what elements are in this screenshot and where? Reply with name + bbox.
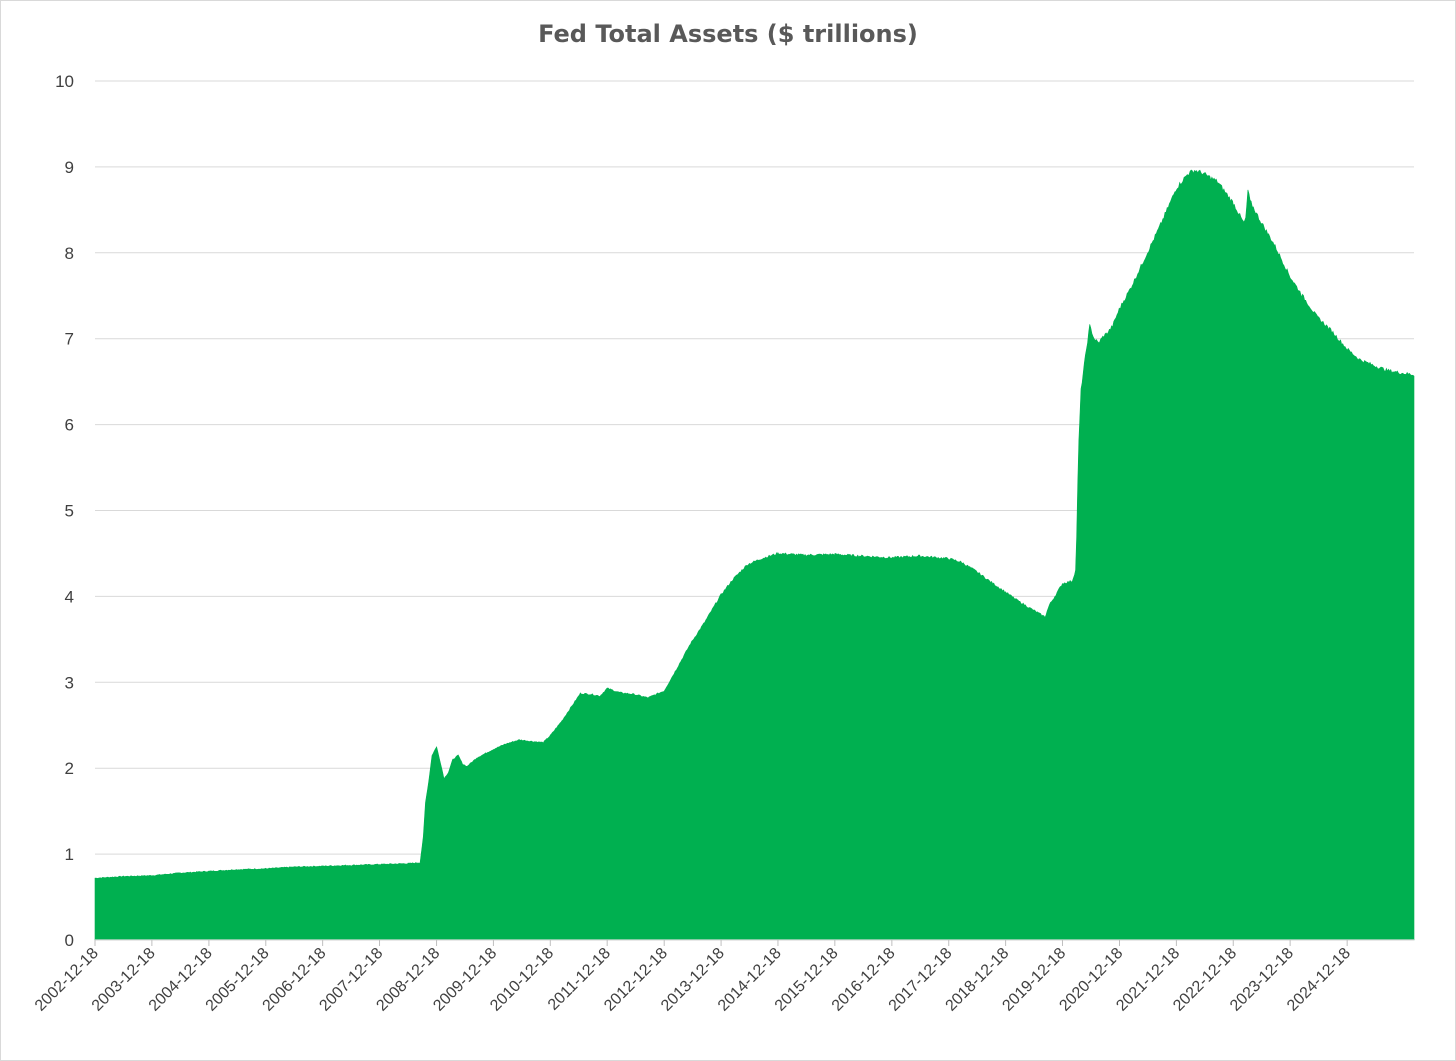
y-tick-label: 9 — [65, 158, 74, 177]
y-tick-label: 4 — [65, 587, 74, 606]
y-tick-label: 5 — [65, 502, 74, 521]
y-tick-label: 2 — [65, 759, 74, 778]
area-fill — [94, 169, 1415, 941]
y-tick-label: 0 — [65, 931, 74, 950]
x-axis-ticks: 2002-12-182003-12-182004-12-182005-12-18… — [32, 945, 1354, 1015]
y-tick-label: 8 — [65, 244, 74, 263]
area-series — [94, 169, 1415, 941]
y-tick-label: 7 — [65, 330, 74, 349]
chart-title: Fed Total Assets ($ trillions) — [538, 20, 918, 48]
x-axis — [94, 939, 1414, 946]
y-axis-ticks: 0 1 2 3 4 5 6 7 8 9 10 — [55, 72, 74, 950]
y-tick-label: 6 — [65, 416, 74, 435]
y-tick-label: 3 — [65, 673, 74, 692]
y-tick-label: 1 — [65, 845, 74, 864]
y-tick-label: 10 — [55, 72, 74, 91]
